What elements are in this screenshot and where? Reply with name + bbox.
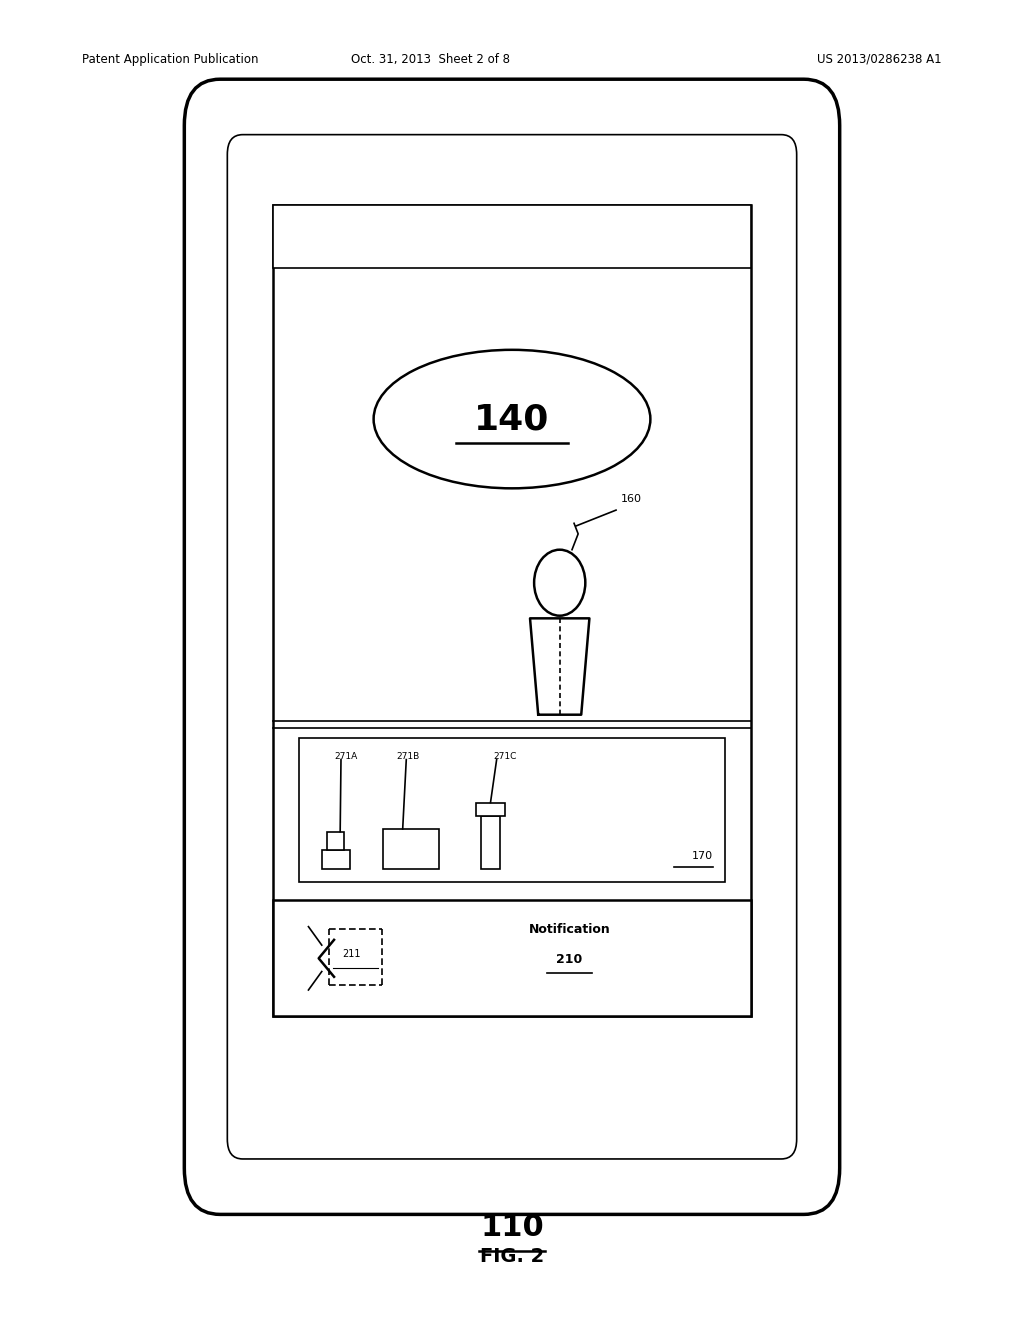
Bar xyxy=(328,832,344,850)
Text: Oct. 31, 2013  Sheet 2 of 8: Oct. 31, 2013 Sheet 2 of 8 xyxy=(350,53,510,66)
Text: US 2013/0286238 A1: US 2013/0286238 A1 xyxy=(817,53,942,66)
Text: 210: 210 xyxy=(556,953,583,966)
Text: 160: 160 xyxy=(622,494,642,503)
Circle shape xyxy=(535,549,586,615)
Bar xyxy=(299,738,725,882)
Text: 271B: 271B xyxy=(396,751,420,760)
Bar xyxy=(273,205,751,1016)
Text: 170: 170 xyxy=(691,850,713,861)
FancyBboxPatch shape xyxy=(184,79,840,1214)
Text: 211: 211 xyxy=(342,949,360,960)
Text: Notification: Notification xyxy=(528,923,610,936)
Bar xyxy=(383,829,439,869)
Text: Patent Application Publication: Patent Application Publication xyxy=(82,53,258,66)
Text: 110: 110 xyxy=(480,1213,544,1242)
Text: 271A: 271A xyxy=(335,751,357,760)
Text: FIG. 2: FIG. 2 xyxy=(480,1247,544,1266)
Bar xyxy=(476,803,505,816)
Ellipse shape xyxy=(374,350,650,488)
Text: 271C: 271C xyxy=(494,751,516,760)
FancyBboxPatch shape xyxy=(227,135,797,1159)
Text: 140: 140 xyxy=(474,403,550,436)
Bar xyxy=(273,205,751,268)
Bar xyxy=(273,900,751,1016)
Bar xyxy=(481,816,500,869)
Bar xyxy=(322,850,350,869)
